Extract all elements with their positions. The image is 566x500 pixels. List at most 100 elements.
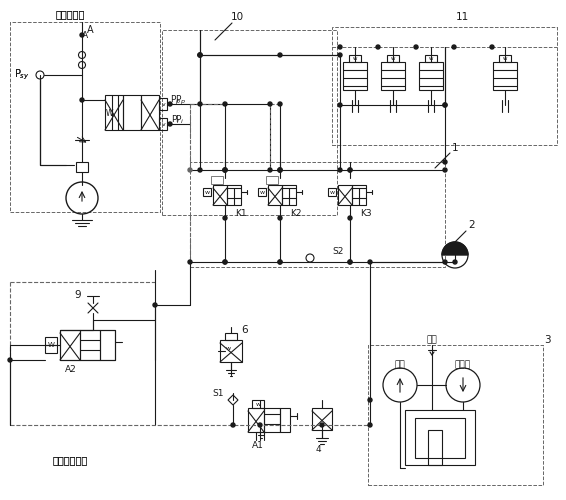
Circle shape bbox=[452, 45, 456, 49]
Text: A: A bbox=[82, 30, 88, 40]
Bar bbox=[60, 330, 115, 360]
Circle shape bbox=[223, 260, 227, 264]
Circle shape bbox=[348, 216, 352, 220]
Bar bbox=[123, 95, 141, 130]
Bar bbox=[387, 55, 399, 62]
Circle shape bbox=[348, 260, 352, 264]
Circle shape bbox=[168, 122, 172, 126]
Bar bbox=[264, 408, 280, 432]
Bar bbox=[343, 62, 367, 90]
Circle shape bbox=[338, 168, 342, 172]
Circle shape bbox=[443, 260, 447, 264]
Text: 1: 1 bbox=[452, 143, 458, 153]
Circle shape bbox=[223, 216, 227, 220]
Circle shape bbox=[278, 216, 282, 220]
Bar bbox=[225, 333, 237, 340]
Bar bbox=[159, 98, 167, 110]
Text: w: w bbox=[204, 190, 209, 194]
Circle shape bbox=[268, 102, 272, 106]
Bar bbox=[352, 185, 366, 205]
Circle shape bbox=[368, 398, 372, 402]
Text: 马达: 马达 bbox=[395, 360, 405, 370]
Circle shape bbox=[278, 102, 282, 106]
Circle shape bbox=[223, 168, 227, 172]
Circle shape bbox=[223, 168, 227, 172]
Text: K1: K1 bbox=[235, 208, 247, 218]
Text: w: w bbox=[503, 56, 507, 62]
Bar bbox=[381, 62, 405, 90]
Text: w: w bbox=[259, 190, 264, 194]
Bar bbox=[162, 30, 337, 215]
Bar bbox=[220, 340, 242, 362]
Text: w: w bbox=[353, 56, 357, 62]
Circle shape bbox=[278, 168, 282, 172]
Text: 主系统压力: 主系统压力 bbox=[55, 9, 85, 19]
Bar bbox=[338, 185, 352, 205]
Bar bbox=[266, 176, 278, 184]
Circle shape bbox=[490, 45, 494, 49]
Text: 缓冲: 缓冲 bbox=[427, 336, 438, 344]
Circle shape bbox=[198, 53, 202, 57]
Bar bbox=[493, 62, 517, 90]
Text: 2: 2 bbox=[469, 220, 475, 230]
Text: P$_{sy}$: P$_{sy}$ bbox=[14, 68, 29, 82]
Bar bbox=[419, 62, 443, 90]
Text: P$_p$: P$_p$ bbox=[175, 94, 186, 106]
Text: w: w bbox=[429, 56, 433, 62]
Circle shape bbox=[168, 102, 172, 106]
Circle shape bbox=[198, 168, 202, 172]
Bar bbox=[268, 185, 282, 205]
Circle shape bbox=[443, 103, 447, 107]
Text: 主系统压力: 主系统压力 bbox=[55, 9, 85, 19]
Circle shape bbox=[278, 168, 282, 172]
Circle shape bbox=[453, 260, 457, 264]
Text: K3: K3 bbox=[360, 208, 372, 218]
Bar bbox=[45, 337, 57, 353]
Bar bbox=[282, 185, 296, 205]
Text: 先导泵压力油: 先导泵压力油 bbox=[53, 455, 88, 465]
Text: w: w bbox=[225, 346, 230, 350]
Circle shape bbox=[278, 168, 282, 172]
Circle shape bbox=[443, 160, 447, 164]
Bar bbox=[312, 408, 332, 430]
Bar bbox=[211, 176, 223, 184]
Text: 3: 3 bbox=[544, 335, 550, 345]
Circle shape bbox=[231, 423, 235, 427]
Circle shape bbox=[198, 102, 202, 106]
Circle shape bbox=[443, 168, 447, 172]
Circle shape bbox=[414, 45, 418, 49]
Text: W: W bbox=[48, 342, 54, 348]
Bar bbox=[415, 418, 465, 458]
Text: 4: 4 bbox=[315, 446, 321, 454]
Bar bbox=[203, 188, 211, 196]
Text: P$_{sy}$: P$_{sy}$ bbox=[14, 68, 29, 82]
Circle shape bbox=[268, 168, 272, 172]
Text: w: w bbox=[255, 402, 260, 406]
Text: S2: S2 bbox=[332, 248, 344, 256]
Bar bbox=[280, 408, 290, 432]
Text: A2: A2 bbox=[65, 366, 77, 374]
Circle shape bbox=[278, 53, 282, 57]
Text: P$_i$: P$_i$ bbox=[171, 114, 181, 126]
Circle shape bbox=[368, 423, 372, 427]
Circle shape bbox=[8, 358, 12, 362]
Circle shape bbox=[338, 53, 342, 57]
Circle shape bbox=[80, 33, 84, 37]
Bar bbox=[80, 330, 100, 360]
Circle shape bbox=[198, 53, 202, 57]
Text: A: A bbox=[87, 25, 93, 35]
Text: 先导泵压力油: 先导泵压力油 bbox=[53, 455, 88, 465]
Circle shape bbox=[153, 303, 157, 307]
Text: W: W bbox=[106, 108, 114, 118]
Bar bbox=[252, 400, 264, 408]
Text: 10: 10 bbox=[230, 12, 243, 22]
Text: w: w bbox=[391, 56, 395, 62]
Text: v: v bbox=[162, 102, 166, 106]
Circle shape bbox=[348, 168, 352, 172]
Circle shape bbox=[278, 260, 282, 264]
Bar bbox=[428, 430, 442, 465]
Bar bbox=[159, 118, 167, 130]
Bar bbox=[425, 55, 437, 62]
Circle shape bbox=[376, 45, 380, 49]
Text: v: v bbox=[162, 122, 166, 126]
